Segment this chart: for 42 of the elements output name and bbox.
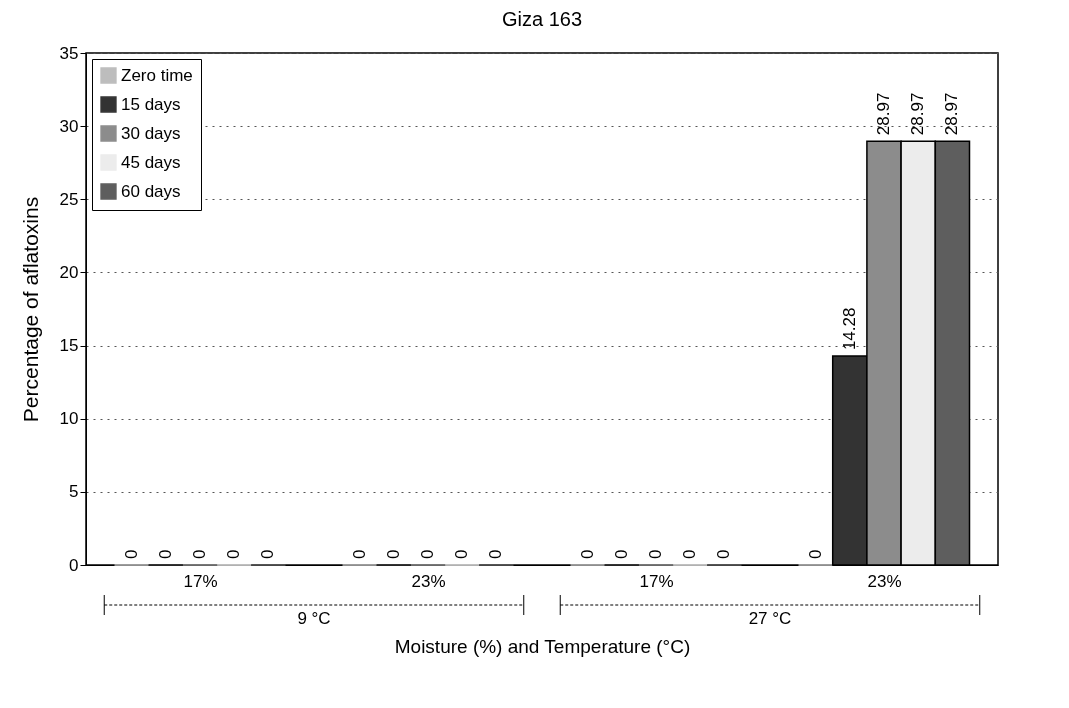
- text: 27 °C: [748, 609, 792, 628]
- data-label: 0: [418, 549, 437, 559]
- chart-title: Giza 163: [501, 8, 583, 30]
- data-label: 0: [577, 549, 597, 559]
- data-label: 0: [680, 549, 700, 559]
- data-label: 0: [121, 549, 141, 559]
- data-label: 0: [224, 549, 244, 559]
- y-tick-label: 10: [59, 409, 79, 429]
- y-tick-label: 20: [59, 262, 79, 282]
- legend-label: Zero time: [121, 65, 193, 85]
- data-label: 0: [155, 549, 175, 559]
- x-axis-title: Moisture (%) and Temperature (°C): [394, 635, 691, 657]
- legend-label: 15 days: [121, 94, 181, 114]
- y-tick-label: 30: [59, 116, 79, 136]
- y-tick-label: 35: [59, 43, 79, 63]
- data-label: 0: [805, 549, 825, 559]
- y-tick-label: 25: [59, 189, 79, 209]
- data-label: 0: [646, 549, 665, 559]
- data-label: 0: [486, 549, 506, 559]
- legend-label: 30 days: [121, 123, 181, 143]
- x-tick-label: 17%: [639, 571, 674, 591]
- y-tick-label: 15: [59, 336, 79, 356]
- y-tick-label: 5: [69, 482, 79, 502]
- data-label: 0: [611, 549, 631, 559]
- data-label: 0: [258, 549, 278, 559]
- x-tick-label: 23%: [867, 571, 902, 591]
- data-label: 28.97: [942, 92, 962, 136]
- legend-label: 45 days: [121, 152, 181, 172]
- y-tick-label: 0: [69, 555, 79, 575]
- x-tick-label: 17%: [183, 571, 218, 591]
- data-label: 0: [190, 549, 209, 559]
- data-label: 28.97: [874, 92, 893, 136]
- data-label: 14.28: [839, 307, 859, 351]
- data-label: 28.97: [908, 92, 928, 136]
- y-axis-title: Percentage of aflatoxins: [18, 196, 42, 423]
- x-tick-label: 23%: [411, 571, 446, 591]
- legend-label: 60 days: [121, 181, 181, 201]
- data-label: 0: [714, 549, 734, 559]
- data-label: 0: [349, 549, 369, 559]
- text: 9 °C: [297, 609, 331, 628]
- data-label: 0: [452, 549, 472, 559]
- data-label: 0: [383, 549, 403, 559]
